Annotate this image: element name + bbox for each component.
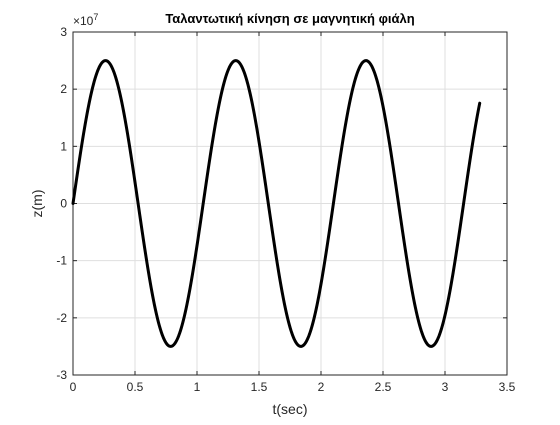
x-tick-label: 0: [70, 380, 77, 394]
x-axis-label: t(sec): [273, 401, 308, 417]
y-tick-label: 2: [60, 82, 67, 96]
y-tick-label: 0: [60, 197, 67, 211]
x-tick-label: 0.5: [127, 380, 144, 394]
y-exponent-label: ×107: [73, 12, 98, 28]
chart-title: Ταλαντωτική κίνηση σε μαγνητική φιάλη: [165, 11, 414, 26]
x-tick-label: 1.5: [251, 380, 268, 394]
y-tick-label: 1: [60, 139, 67, 153]
y-tick-label: -3: [56, 368, 67, 382]
y-tick-label: 3: [60, 25, 67, 39]
x-tick-label: 2: [318, 380, 325, 394]
y-axis-label: z(m): [29, 190, 45, 218]
grid: [73, 32, 507, 375]
ticks: [72, 31, 508, 376]
x-tick-label: 3.5: [499, 380, 516, 394]
x-tick-label: 1: [194, 380, 201, 394]
x-tick-labels: 0 0.5 1 1.5 2 2.5 3 3.5: [70, 380, 516, 394]
y-tick-label: -1: [56, 254, 67, 268]
y-tick-labels: -3 -2 -1 0 1 2 3: [56, 25, 67, 382]
series: [71, 59, 482, 348]
x-tick-label: 3: [442, 380, 449, 394]
x-tick-label: 2.5: [375, 380, 392, 394]
series-line: [71, 59, 482, 348]
y-tick-label: -2: [56, 311, 67, 325]
